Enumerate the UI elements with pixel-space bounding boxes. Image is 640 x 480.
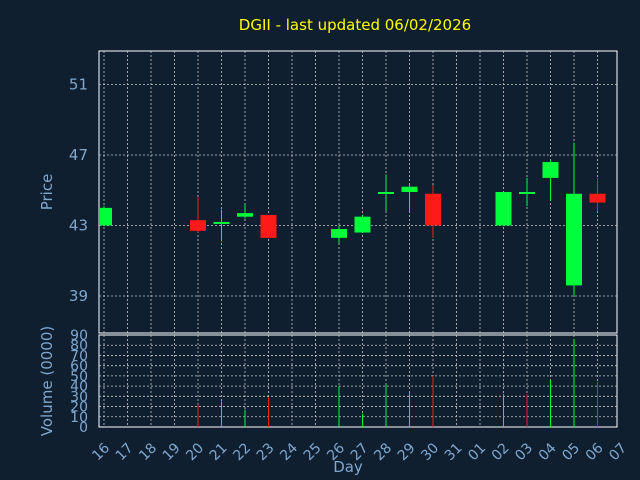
candle-body (100, 207, 112, 226)
volume-panel-frame (98, 334, 618, 428)
x-tick-label: 19 (160, 440, 184, 464)
price-tick-label: 51 (69, 75, 88, 93)
candle-body (566, 193, 582, 286)
candle-body (589, 193, 606, 203)
candle (378, 174, 394, 212)
candle-body (331, 229, 347, 238)
candle (566, 142, 582, 296)
candle-body (401, 186, 418, 192)
candle (542, 160, 559, 201)
x-tick-label: 06 (583, 440, 607, 464)
volume-tick-label: 70 (70, 348, 88, 364)
x-tick-label: 16 (89, 440, 113, 464)
x-tick-label: 03 (512, 440, 536, 464)
price-tick-label: 39 (69, 287, 88, 305)
price-tick-label: 47 (69, 146, 88, 164)
x-tick-label: 07 (606, 440, 630, 464)
candle (190, 197, 206, 233)
x-tick-label: 20 (183, 440, 207, 464)
candle-body (378, 192, 394, 194)
volume-tick-label: 60 (70, 359, 88, 375)
x-tick-label: 24 (277, 440, 301, 464)
x-tick-label: 05 (559, 440, 583, 464)
price-axis-label: Price (38, 174, 56, 211)
candle-body (237, 213, 253, 217)
candle (260, 214, 277, 238)
x-tick-label: 04 (536, 440, 560, 464)
volume-tick-label: 40 (70, 379, 88, 395)
volume-tick-label: 50 (70, 369, 88, 385)
x-tick-label: 01 (465, 440, 489, 464)
volume-tick-label: 30 (70, 389, 88, 405)
x-tick-label: 18 (136, 440, 160, 464)
volume-gridlines (99, 335, 617, 427)
x-tick-label: 29 (395, 440, 419, 464)
x-tick-label: 31 (442, 440, 466, 464)
price-gridlines (99, 51, 617, 333)
x-tick-label: 22 (230, 440, 254, 464)
candle (354, 214, 371, 233)
x-tick-label: 02 (489, 440, 513, 464)
candle (519, 177, 535, 207)
candle (425, 184, 441, 238)
candle-body (542, 162, 559, 178)
candle-body (495, 192, 512, 226)
candle (589, 177, 606, 212)
x-tick-label: 23 (254, 440, 278, 464)
price-axis-ticks: 39 43 47 51 (69, 75, 88, 304)
chart-title: DGII - last updated 06/02/2026 (239, 16, 471, 34)
candle (495, 192, 512, 226)
candle-body (260, 214, 277, 238)
volume-tick-label: 90 (70, 328, 88, 344)
x-tick-label: 25 (301, 440, 325, 464)
volume-tick-label: 10 (70, 410, 88, 426)
x-tick-label: 30 (418, 440, 442, 464)
volume-tick-label: 80 (70, 338, 88, 354)
candle-body (190, 220, 206, 231)
volume-tick-label: 20 (70, 400, 88, 416)
candle-body (519, 192, 535, 194)
candles (100, 142, 606, 296)
candle-body (213, 221, 230, 224)
candle (100, 206, 112, 226)
candle-body (425, 193, 441, 226)
x-axis-label: Day (333, 458, 363, 476)
volume-axis-label: Volume (0000) (38, 326, 56, 436)
volume-bars (197, 339, 598, 427)
volume-tick-label: 0 (79, 420, 88, 436)
candle (213, 209, 230, 242)
x-tick-label: 21 (207, 440, 231, 464)
candle (237, 204, 253, 219)
candle-body (354, 216, 371, 233)
x-tick-label: 17 (113, 440, 137, 464)
price-panel: 39 43 47 51 Price (38, 50, 618, 334)
price-panel-frame (98, 50, 618, 334)
candle (331, 225, 347, 244)
x-tick-label: 28 (371, 440, 395, 464)
price-tick-label: 43 (69, 216, 88, 234)
candle (401, 183, 418, 212)
